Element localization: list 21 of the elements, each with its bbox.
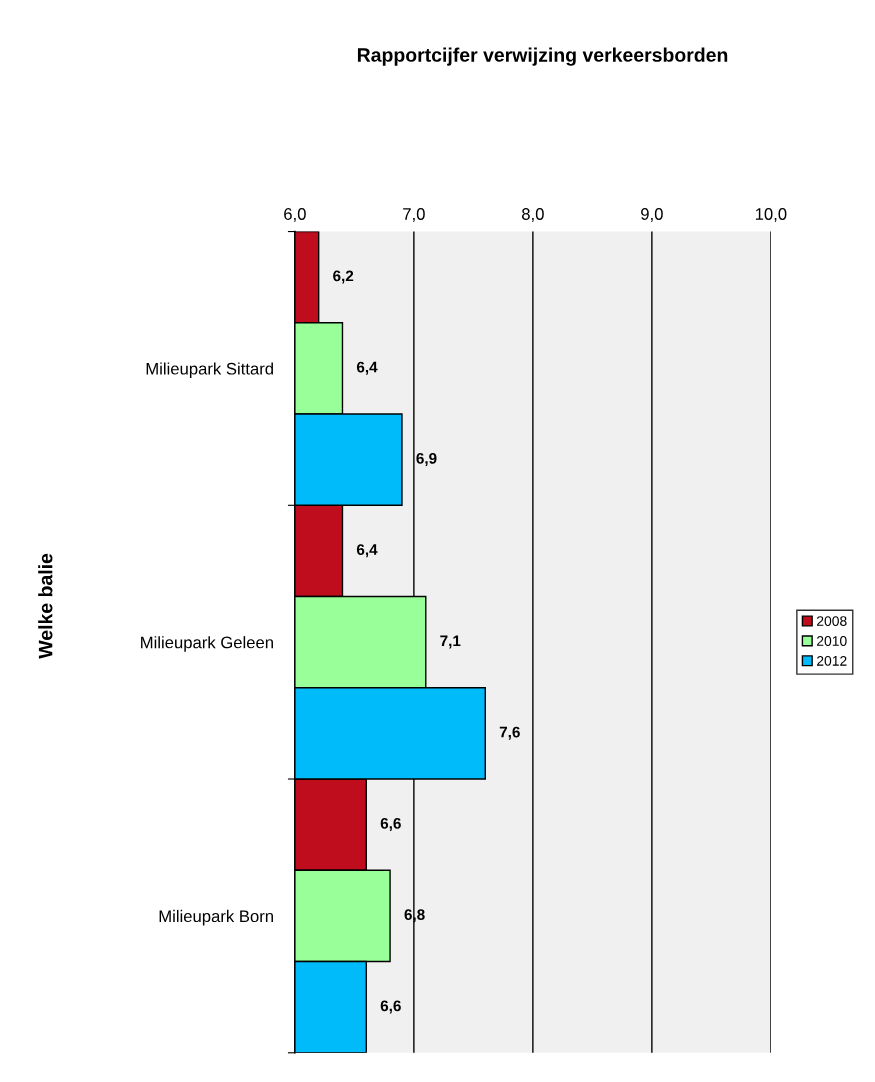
legend-label: 2010: [817, 636, 847, 646]
data-label: 7,6: [499, 726, 520, 740]
data-label: 6,2: [333, 270, 354, 284]
x-tick-label: 7,0: [403, 208, 425, 222]
legend-label: 2012: [817, 655, 847, 666]
y-tick-label: Milieupark Geleen: [141, 636, 273, 652]
data-label: 6,4: [356, 544, 378, 558]
legend-label: 2008: [817, 616, 847, 626]
x-tick-label: 6,0: [284, 208, 306, 222]
y-tick-label: Milieupark Sittard: [146, 362, 273, 378]
chart-title: Rapportcijfer verwijzing verkeersborden: [357, 47, 728, 66]
data-label: 6,4: [356, 361, 378, 375]
data-label: 7,1: [440, 635, 461, 649]
x-tick-label: 8,0: [522, 208, 544, 222]
x-tick-label: 10,0: [755, 208, 787, 222]
data-label: 6,6: [380, 817, 401, 831]
y-axis-title: Welke balie: [38, 553, 53, 659]
x-tick-label: 9,0: [641, 208, 663, 222]
y-tick-label: Milieupark Born: [159, 909, 273, 926]
data-label: 6,9: [416, 452, 437, 466]
data-label: 6,6: [380, 1000, 401, 1014]
